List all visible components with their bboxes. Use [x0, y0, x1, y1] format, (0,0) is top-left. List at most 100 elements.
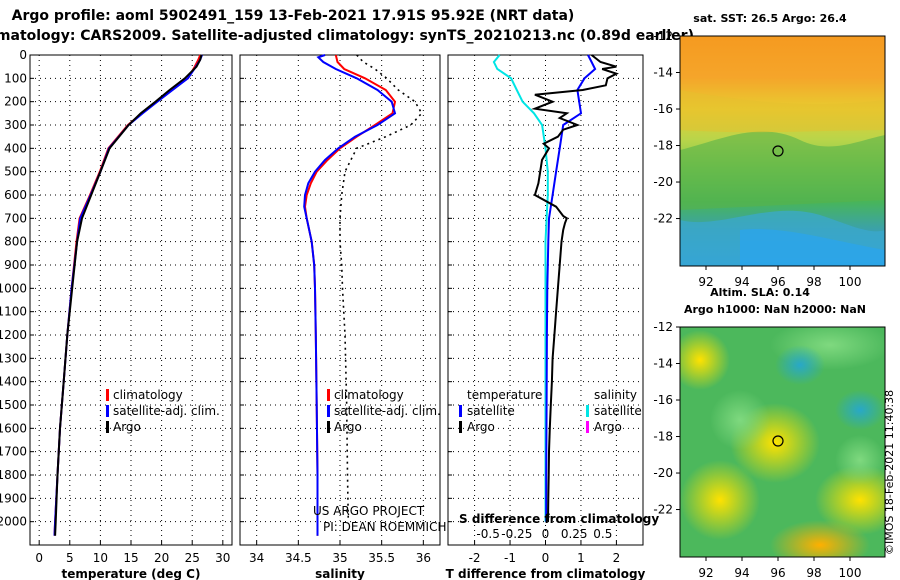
- legend-swatch-t-argo: [459, 421, 462, 433]
- legend-swatch-t-satellite: [459, 405, 462, 417]
- temperature-legend: climatology satellite-adj. clim. Argo: [106, 388, 220, 434]
- legend-swatch-satellite: [106, 405, 109, 417]
- sst-map-y-tick-label: -12: [653, 29, 673, 43]
- y-tick-label: 1500: [0, 398, 27, 412]
- series-line-t-satellite: [545, 54, 597, 522]
- sst-map-x-tick-label: 94: [734, 275, 749, 289]
- y-tick-label: 0: [19, 48, 27, 62]
- sst-map: [680, 36, 885, 266]
- x-tick-label: 15: [123, 551, 138, 565]
- y-tick-label: 1300: [0, 351, 27, 365]
- legend-label-satellite: satellite-adj. clim.: [113, 404, 220, 418]
- legend-swatch-climatology: [327, 389, 330, 401]
- sst-map-y-tick-label: -20: [653, 175, 673, 189]
- figure-title-line2: Climatology: CARS2009. Satellite-adjuste…: [0, 28, 694, 44]
- legend-swatch-s-satellite: [586, 405, 589, 417]
- figure-title-line1: Argo profile: aoml 5902491_159 13-Feb-20…: [12, 8, 575, 24]
- sla-map-x-tick-label: 98: [806, 566, 821, 580]
- x2-tick-label: 0.5: [593, 527, 612, 541]
- sst-map-y-tick-label: -16: [653, 102, 673, 116]
- x-tick-label: 35: [332, 551, 347, 565]
- credit-pi: PI: DEAN ROEMMICH: [323, 520, 446, 534]
- x-tick-label: 36: [416, 551, 431, 565]
- panel-1: 34 34.5 35 35.5 36 salinity: [239, 54, 441, 580]
- sst-map-title: sat. SST: 26.5 Argo: 26.4: [693, 12, 847, 25]
- y-tick-label: 600: [4, 188, 27, 202]
- y-tick-label: 400: [4, 141, 27, 155]
- x-tick-label: 0: [35, 551, 43, 565]
- sst-map-x-tick-label: 96: [770, 275, 785, 289]
- y-tick-label: 200: [4, 95, 27, 109]
- x-tick-label: 30: [215, 551, 230, 565]
- legend-swatch-climatology: [106, 389, 109, 401]
- legend-label-argo: Argo: [334, 420, 362, 434]
- sla-map-y-tick-label: -16: [653, 393, 673, 407]
- salinity-legend: climatology satellite-adj. clim. Argo: [327, 388, 441, 434]
- imos-watermark: ©IMOS 18-Feb-2021 11:40:38: [883, 390, 896, 555]
- sst-map-frame: [679, 35, 886, 267]
- x-tick-label: 20: [154, 551, 169, 565]
- sst-map-x-tick-label: 92: [698, 275, 713, 289]
- x-tick-label: -1: [504, 551, 516, 565]
- x2-tick-label: -0.25: [501, 527, 532, 541]
- legend-label-climatology: climatology: [334, 388, 404, 402]
- series-line-satellite-adj-clim-: [303, 54, 397, 536]
- x-tick-label: -2: [469, 551, 481, 565]
- sla-map: [680, 327, 885, 557]
- sst-map-y-tick-label: -22: [653, 212, 673, 226]
- x-tick-label: 34: [249, 551, 264, 565]
- series-line-argo: [54, 54, 203, 536]
- legend-swatch-argo: [327, 421, 330, 433]
- x2-tick-label: -0.5: [476, 527, 499, 541]
- panel-0: 0 5 10 15 20 25 30 temperature (deg C): [29, 54, 233, 580]
- sla-map-y-tick-label: -20: [653, 466, 673, 480]
- legend-label-argo: Argo: [113, 420, 141, 434]
- legend-label-satellite: satellite-adj. clim.: [334, 404, 441, 418]
- y-tick-label: 1600: [0, 421, 27, 435]
- legend-swatch-satellite: [327, 405, 330, 417]
- x-tick-label: 25: [185, 551, 200, 565]
- legend-title-temperature: temperature: [467, 388, 542, 402]
- y-tick-label: 700: [4, 211, 27, 225]
- sla-map-y-tick-label: -18: [653, 430, 673, 444]
- sla-map-x-tick-label: 96: [770, 566, 785, 580]
- x-tick-label: 1: [577, 551, 585, 565]
- argo-location-marker: [772, 145, 784, 157]
- s-difference-axis-label: S difference from climatology: [459, 512, 659, 526]
- y-tick-label: 300: [4, 118, 27, 132]
- sla-map-x-tick-label: 100: [839, 566, 862, 580]
- sst-map-x-tick-label: 98: [806, 275, 821, 289]
- sla-map-title: Altim. SLA: 0.14: [710, 286, 810, 299]
- y-tick-label: 1100: [0, 305, 27, 319]
- x-axis-label: T difference from climatology: [446, 567, 646, 580]
- x-tick-label: 2: [613, 551, 621, 565]
- legend-label-t-argo: Argo: [467, 420, 495, 434]
- y-tick-label: 2000: [0, 515, 27, 529]
- sla-map-y-tick-label: -12: [653, 320, 673, 334]
- x-tick-label: 5: [66, 551, 74, 565]
- series-line-s-satellite: [492, 54, 549, 522]
- x-tick-label: 0: [542, 551, 550, 565]
- series-line-t-argo: [531, 54, 619, 522]
- legend-label-climatology: climatology: [113, 388, 183, 402]
- legend-label-s-argo: Argo: [594, 420, 622, 434]
- x-tick-label: 35.5: [368, 551, 395, 565]
- difference-legend: temperature satellite Argo salinity sate…: [459, 388, 642, 434]
- x2-tick-label: 0.25: [561, 527, 588, 541]
- sst-map-x-tick-label: 100: [839, 275, 862, 289]
- x-tick-label: 10: [93, 551, 108, 565]
- credit-project: US ARGO PROJECT: [313, 504, 425, 518]
- sst-map-y-tick-label: -14: [653, 66, 673, 80]
- x-axis-label: salinity: [315, 567, 365, 580]
- legend-swatch-argo: [106, 421, 109, 433]
- sla-map-y-tick-label: -14: [653, 357, 673, 371]
- y-tick-label: 100: [4, 71, 27, 85]
- sla-map-x-tick-label: 94: [734, 566, 749, 580]
- x2-tick-label: 0: [542, 527, 550, 541]
- argo-location-marker: [772, 435, 784, 447]
- legend-swatch-s-argo: [586, 421, 589, 433]
- y-tick-label: 500: [4, 165, 27, 179]
- y-tick-label: 800: [4, 235, 27, 249]
- legend-label-s-satellite: satellite: [594, 404, 642, 418]
